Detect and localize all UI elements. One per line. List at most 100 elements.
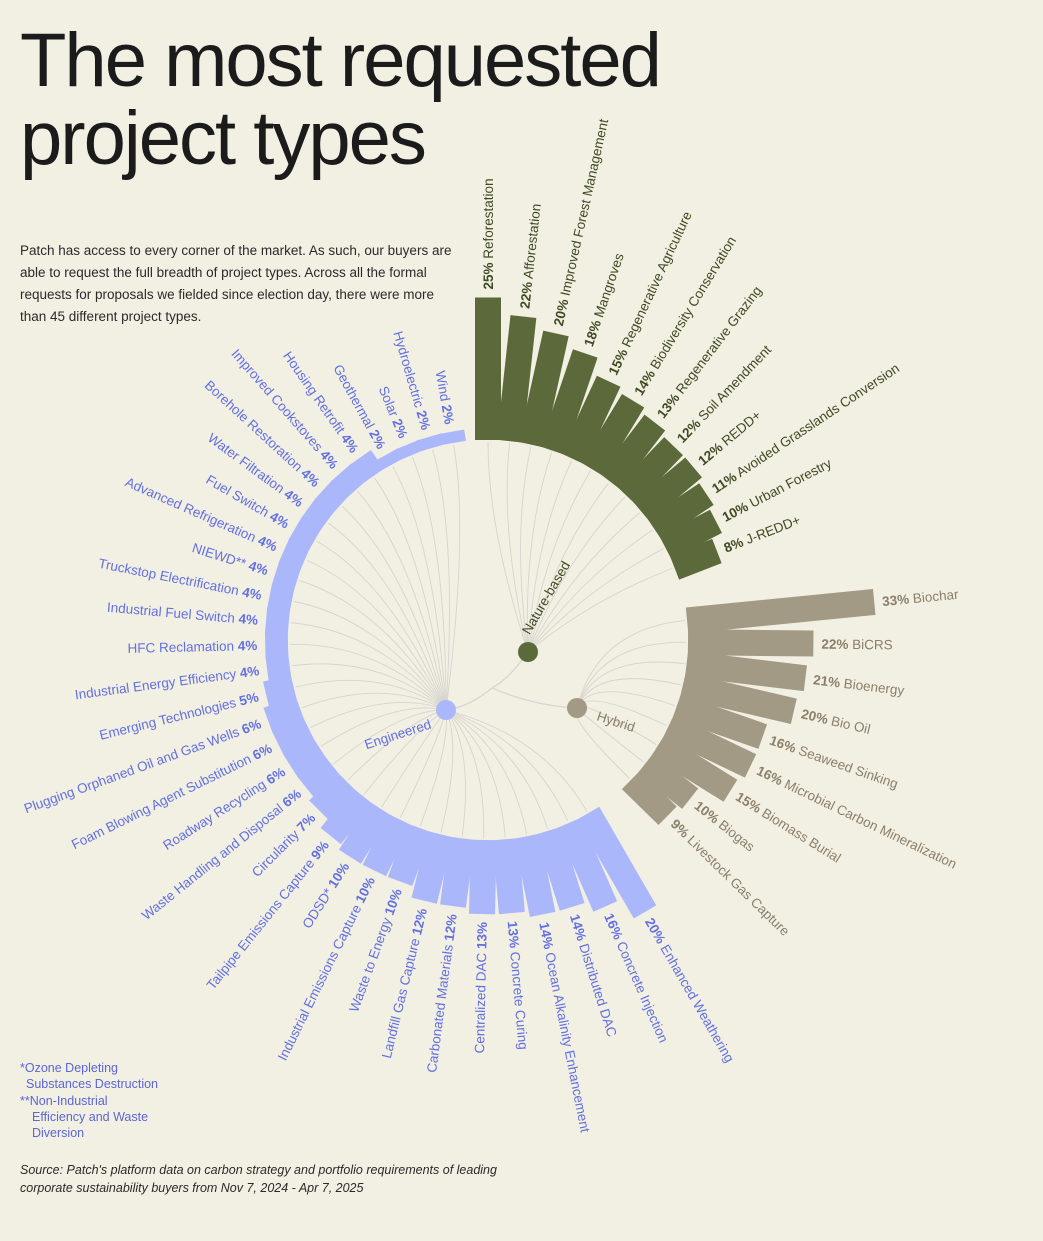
bar-biodiversity-conservation — [580, 394, 645, 476]
link-urban-forestry — [527, 548, 664, 653]
bar-landfill-gas-capture — [411, 831, 454, 904]
link-ocean-alkalinity-enhancement — [445, 709, 528, 835]
link-waste-handling-and-disposal — [333, 709, 447, 765]
footnote-niewd-cont2: Diversion — [32, 1126, 85, 1140]
link-industrial-energy-efficiency — [291, 663, 447, 711]
link-emerging-technologies — [295, 679, 447, 711]
name-concrete-curing: Concrete Curing — [507, 947, 531, 1050]
bar-ocean-alkalinity-enhancement — [514, 833, 556, 917]
bar-bioenergy — [685, 651, 807, 692]
label-hfc-reclamation: HFC Reclamation 4% — [127, 638, 257, 656]
bar-waste-to-energy — [387, 823, 432, 886]
name-biochar: Biochar — [908, 586, 959, 606]
name-j-redd: J-REDD+ — [740, 512, 803, 548]
bar-urban-forestry — [659, 509, 722, 560]
link-borehole-restoration — [341, 505, 447, 711]
bar-biogas — [637, 753, 699, 809]
link-landfill-gas-capture — [440, 709, 454, 833]
bar-industrial-energy-efficiency — [265, 653, 292, 682]
hub-dot-nature — [518, 642, 538, 662]
link-fuel-switch — [316, 540, 447, 711]
link-mangroves — [526, 452, 553, 653]
value-emerging-technologies: 5% — [238, 689, 261, 708]
link-biochar — [576, 620, 686, 709]
bar-mangroves — [539, 349, 598, 455]
bar-seaweed-sinking — [672, 694, 768, 749]
bar-livestock-gas-capture — [621, 770, 677, 826]
link-bioenergy — [576, 661, 685, 709]
bar-avoided-grasslands-conversion — [647, 483, 714, 540]
link-regenerative-grazing — [527, 482, 609, 653]
bar-regenerative-grazing — [599, 414, 666, 490]
value-ocean-alkalinity-enhancement: 14% — [537, 921, 557, 950]
link-bicrs — [576, 641, 686, 709]
value-hfc-reclamation: 4% — [238, 638, 258, 653]
bar-housing-retrofit — [349, 450, 384, 484]
bar-reforestation — [475, 297, 501, 440]
bars — [262, 297, 876, 919]
link-avoided-grasslands-conversion — [527, 529, 653, 653]
name-niewd: NIEWD** — [190, 540, 251, 572]
value-landfill-gas-capture: 12% — [409, 907, 430, 937]
name-distributed-dac: Distributed DAC — [576, 938, 621, 1039]
bar-distributed-dac — [535, 826, 585, 911]
value-niewd: 4% — [247, 558, 270, 578]
name-wind: Wind — [433, 369, 454, 406]
footnote-niewd: **Non-Industrial — [20, 1094, 108, 1108]
label-enhanced-weathering: 20% Enhanced Weathering — [643, 915, 738, 1065]
link-distributed-dac — [445, 709, 548, 829]
bar-waste-handling-and-disposal — [297, 755, 341, 797]
link-foam-blowing-agent-substitution — [310, 702, 447, 728]
link-niewd — [299, 580, 447, 711]
bar-labels: 25% Reforestation 22% Afforestation 20% Im… — [22, 117, 960, 1134]
page-title: The most requested project types — [20, 18, 662, 181]
source-note: Source: Patch's platform data on carbon … — [20, 1163, 497, 1195]
name-microbial-carbon-mineralization: Microbial Carbon Mineralization — [779, 774, 959, 871]
link-roadway-recycling — [320, 707, 447, 747]
value-bicrs: 22% — [821, 636, 848, 651]
label-biochar: 33% Biochar — [881, 586, 959, 608]
link-housing-retrofit — [374, 477, 447, 711]
link-wind — [445, 444, 461, 711]
name-industrial-energy-efficiency: Industrial Energy Efficiency — [74, 665, 241, 702]
link-seaweed-sinking — [576, 691, 675, 709]
name-ocean-alkalinity-enhancement: Ocean Alkalinity Enhancement — [542, 947, 593, 1133]
link-concrete-injection — [445, 709, 569, 822]
name-carbonated-materials: Carbonated Materials — [424, 940, 456, 1074]
value-odsd: 10% — [325, 859, 352, 890]
value-bio-oil: 20% — [800, 706, 830, 727]
name-biogas: Biogas — [713, 814, 758, 854]
name-advanced-refrigeration: Advanced Refrigeration — [123, 474, 262, 546]
link-redd — [527, 512, 640, 653]
value-concrete-curing: 13% — [505, 920, 522, 948]
label-wind: Wind 2% — [433, 369, 457, 425]
bar-concrete-curing — [492, 838, 525, 915]
link-improved-forest-management — [520, 446, 532, 653]
bar-industrial-fuel-switch — [264, 607, 290, 636]
label-reforestation: 25% Reforestation — [481, 178, 496, 289]
link-regenerative-agriculture — [527, 460, 573, 653]
link-bio-oil — [576, 678, 681, 709]
value-carbonated-materials: 12% — [441, 913, 459, 942]
link-enhanced-weathering — [445, 709, 588, 812]
name-industrial-emissions-capture: Industrial Emissions Capture — [274, 899, 365, 1063]
link-truckstop-electrification — [293, 600, 447, 711]
label-bio-oil: 20% Bio Oil — [800, 706, 872, 737]
name-afforestation: Afforestation — [520, 203, 543, 283]
label-regenerative-agriculture: 15% Regenerative Agriculture — [605, 209, 694, 377]
bar-tailpipe-emissions-capture — [320, 787, 373, 845]
bar-foam-blowing-agent-substitution — [272, 716, 315, 756]
bar-hydroelectric — [416, 433, 445, 452]
bar-bicrs — [687, 629, 814, 657]
value-improved-forest-management: 20% — [550, 298, 570, 328]
label-industrial-fuel-switch: Industrial Fuel Switch 4% — [106, 599, 258, 627]
hub-label-hybrid: Hybrid — [595, 709, 637, 735]
bar-bio-oil — [679, 672, 797, 724]
bar-redd — [632, 457, 702, 522]
name-landfill-gas-capture: Landfill Gas Capture — [378, 933, 423, 1060]
bar-j-redd — [669, 538, 722, 580]
link-geothermal — [392, 466, 447, 711]
link-industrial-fuel-switch — [290, 622, 447, 711]
footnote-odsd-cont: Substances Destruction — [26, 1077, 159, 1091]
